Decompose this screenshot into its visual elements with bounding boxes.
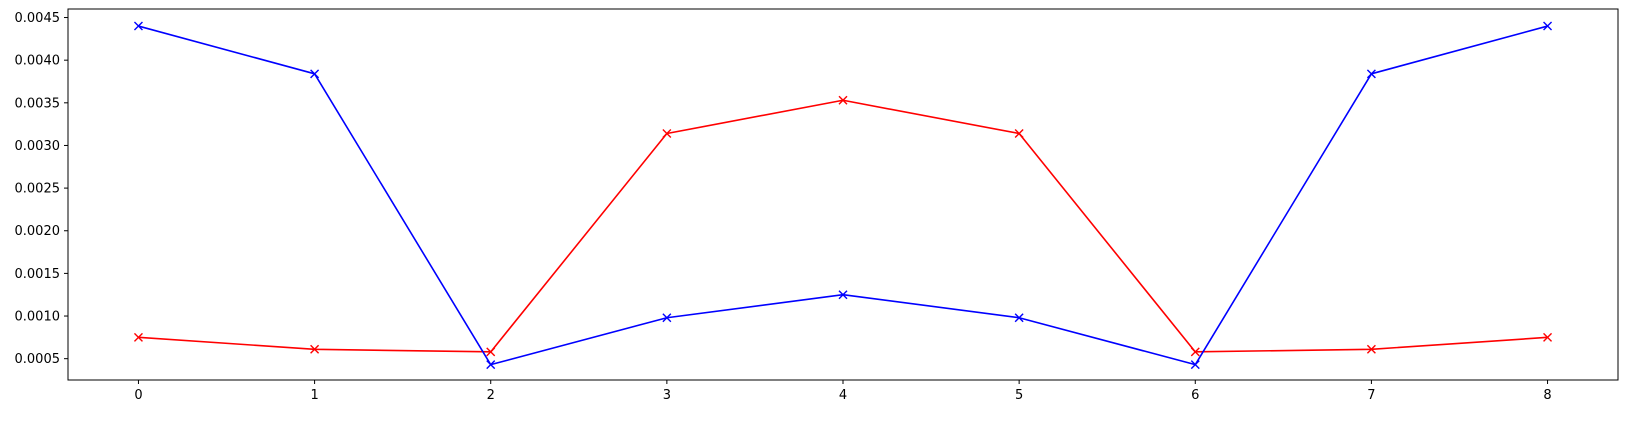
data-point-marker bbox=[1190, 347, 1200, 357]
plot-layer bbox=[133, 21, 1553, 370]
series-0 bbox=[133, 95, 1553, 357]
data-point-marker bbox=[1543, 332, 1553, 342]
x-tick-label: 6 bbox=[1191, 388, 1199, 403]
series-line bbox=[138, 99, 1548, 353]
x-axis: 0 1 2 3 4 5 6 7 8 bbox=[134, 380, 1552, 403]
y-tick-label: 0.0015 bbox=[15, 267, 61, 282]
data-point-marker bbox=[1014, 313, 1024, 323]
x-tick-label: 0 bbox=[134, 388, 142, 403]
x-tick-label: 3 bbox=[663, 388, 671, 403]
data-point-marker bbox=[662, 129, 672, 139]
data-point-marker bbox=[1366, 344, 1376, 354]
data-point-marker bbox=[486, 360, 496, 370]
data-point-marker bbox=[310, 344, 320, 354]
y-tick-label: 0.0025 bbox=[15, 182, 61, 197]
data-point-marker bbox=[838, 95, 848, 105]
data-point-marker bbox=[310, 69, 320, 79]
data-point-marker bbox=[1366, 69, 1376, 79]
x-tick-label: 5 bbox=[1015, 388, 1023, 403]
data-point-marker bbox=[1014, 129, 1024, 139]
x-tick-label: 2 bbox=[487, 388, 495, 403]
series-line bbox=[138, 25, 1548, 366]
y-tick-label: 0.0020 bbox=[15, 224, 61, 239]
y-tick-label: 0.0045 bbox=[15, 11, 61, 26]
x-tick-label: 7 bbox=[1367, 388, 1375, 403]
data-point-marker bbox=[1543, 21, 1553, 31]
y-tick-label: 0.0030 bbox=[15, 139, 61, 154]
y-axis: 0.0005 0.0010 0.0015 0.0020 0.0025 0.0030 0.00… bbox=[15, 11, 68, 367]
data-point-marker bbox=[1190, 360, 1200, 370]
y-tick-label: 0.0005 bbox=[15, 352, 61, 367]
data-point-marker bbox=[838, 290, 848, 300]
data-point-marker bbox=[486, 347, 496, 357]
y-tick-label: 0.0010 bbox=[15, 310, 61, 325]
data-point-marker bbox=[133, 332, 143, 342]
x-tick-label: 4 bbox=[839, 388, 847, 403]
x-tick-label: 8 bbox=[1543, 388, 1551, 403]
x-tick-label: 1 bbox=[310, 388, 318, 403]
y-tick-label: 0.0035 bbox=[15, 96, 61, 111]
y-tick-label: 0.0040 bbox=[15, 54, 61, 69]
data-point-marker bbox=[133, 21, 143, 31]
data-point-marker bbox=[662, 313, 672, 323]
plot-area-frame bbox=[67, 8, 1619, 381]
series-1 bbox=[133, 21, 1553, 370]
